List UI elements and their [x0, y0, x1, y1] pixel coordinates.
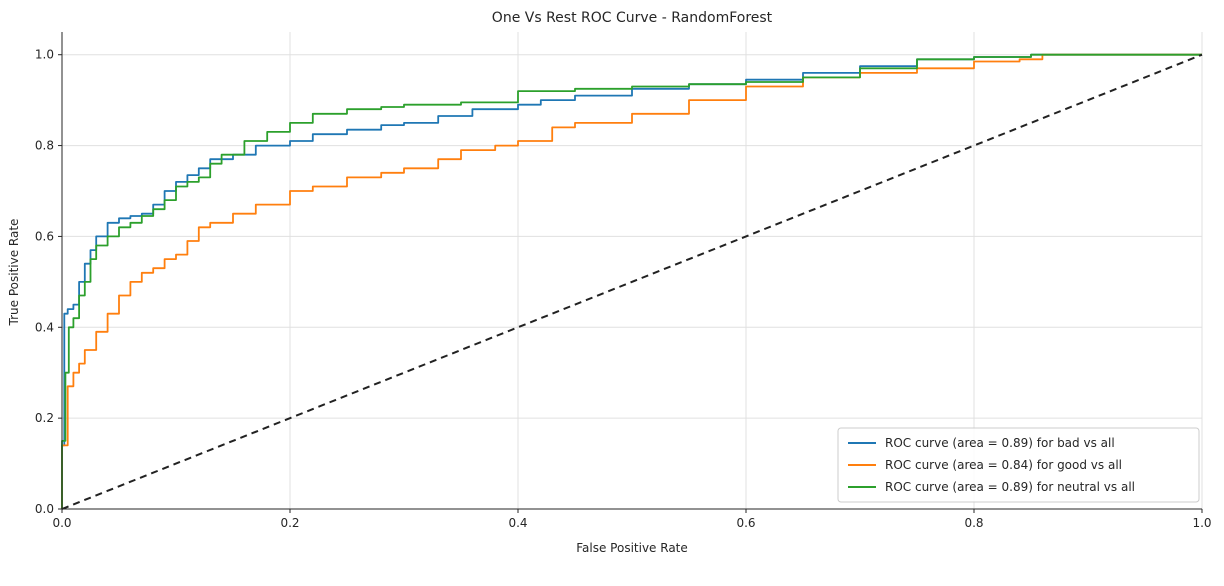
ticks: 0.0 0.2 0.4 0.6 0.8 1.0 0.0 0.2 0.4 0.6 0.8 1.0: [35, 48, 1212, 530]
y-tick-label-5: 1.0: [35, 48, 54, 62]
x-tick-label-2: 0.4: [508, 516, 527, 530]
x-axis-label: False Positive Rate: [576, 541, 688, 555]
chart-title: One Vs Rest ROC Curve - RandomForest: [492, 10, 773, 26]
x-tick-label-3: 0.6: [736, 516, 755, 530]
x-tick-label-5: 1.0: [1192, 516, 1211, 530]
grid: [62, 32, 1203, 509]
legend-label-good: ROC curve (area = 0.84) for good vs all: [885, 458, 1122, 472]
series-line-good: [61, 53, 1202, 509]
legend-label-neutral: ROC curve (area = 0.89) for neutral vs a…: [885, 480, 1135, 494]
y-tick-label-2: 0.4: [35, 320, 54, 334]
y-tick-label-0: 0.0: [35, 502, 54, 516]
series-line-chance: [61, 53, 1203, 510]
series-layer: [61, 53, 1203, 510]
legend: ROC curve (area = 0.89) for bad vs all R…: [837, 427, 1200, 503]
series-line-neutral: [61, 53, 1202, 509]
legend-frame: [837, 427, 1200, 503]
x-tick-label-1: 0.2: [280, 516, 299, 530]
y-axis-label: True Positive Rate: [7, 219, 21, 327]
y-tick-label-1: 0.2: [35, 411, 54, 425]
legend-label-bad: ROC curve (area = 0.89) for bad vs all: [885, 436, 1115, 450]
x-tick-label-4: 0.8: [964, 516, 983, 530]
x-tick-label-0: 0.0: [52, 516, 71, 530]
y-tick-label-3: 0.6: [35, 229, 54, 243]
y-tick-label-4: 0.8: [35, 139, 54, 153]
axes: [61, 32, 1202, 510]
